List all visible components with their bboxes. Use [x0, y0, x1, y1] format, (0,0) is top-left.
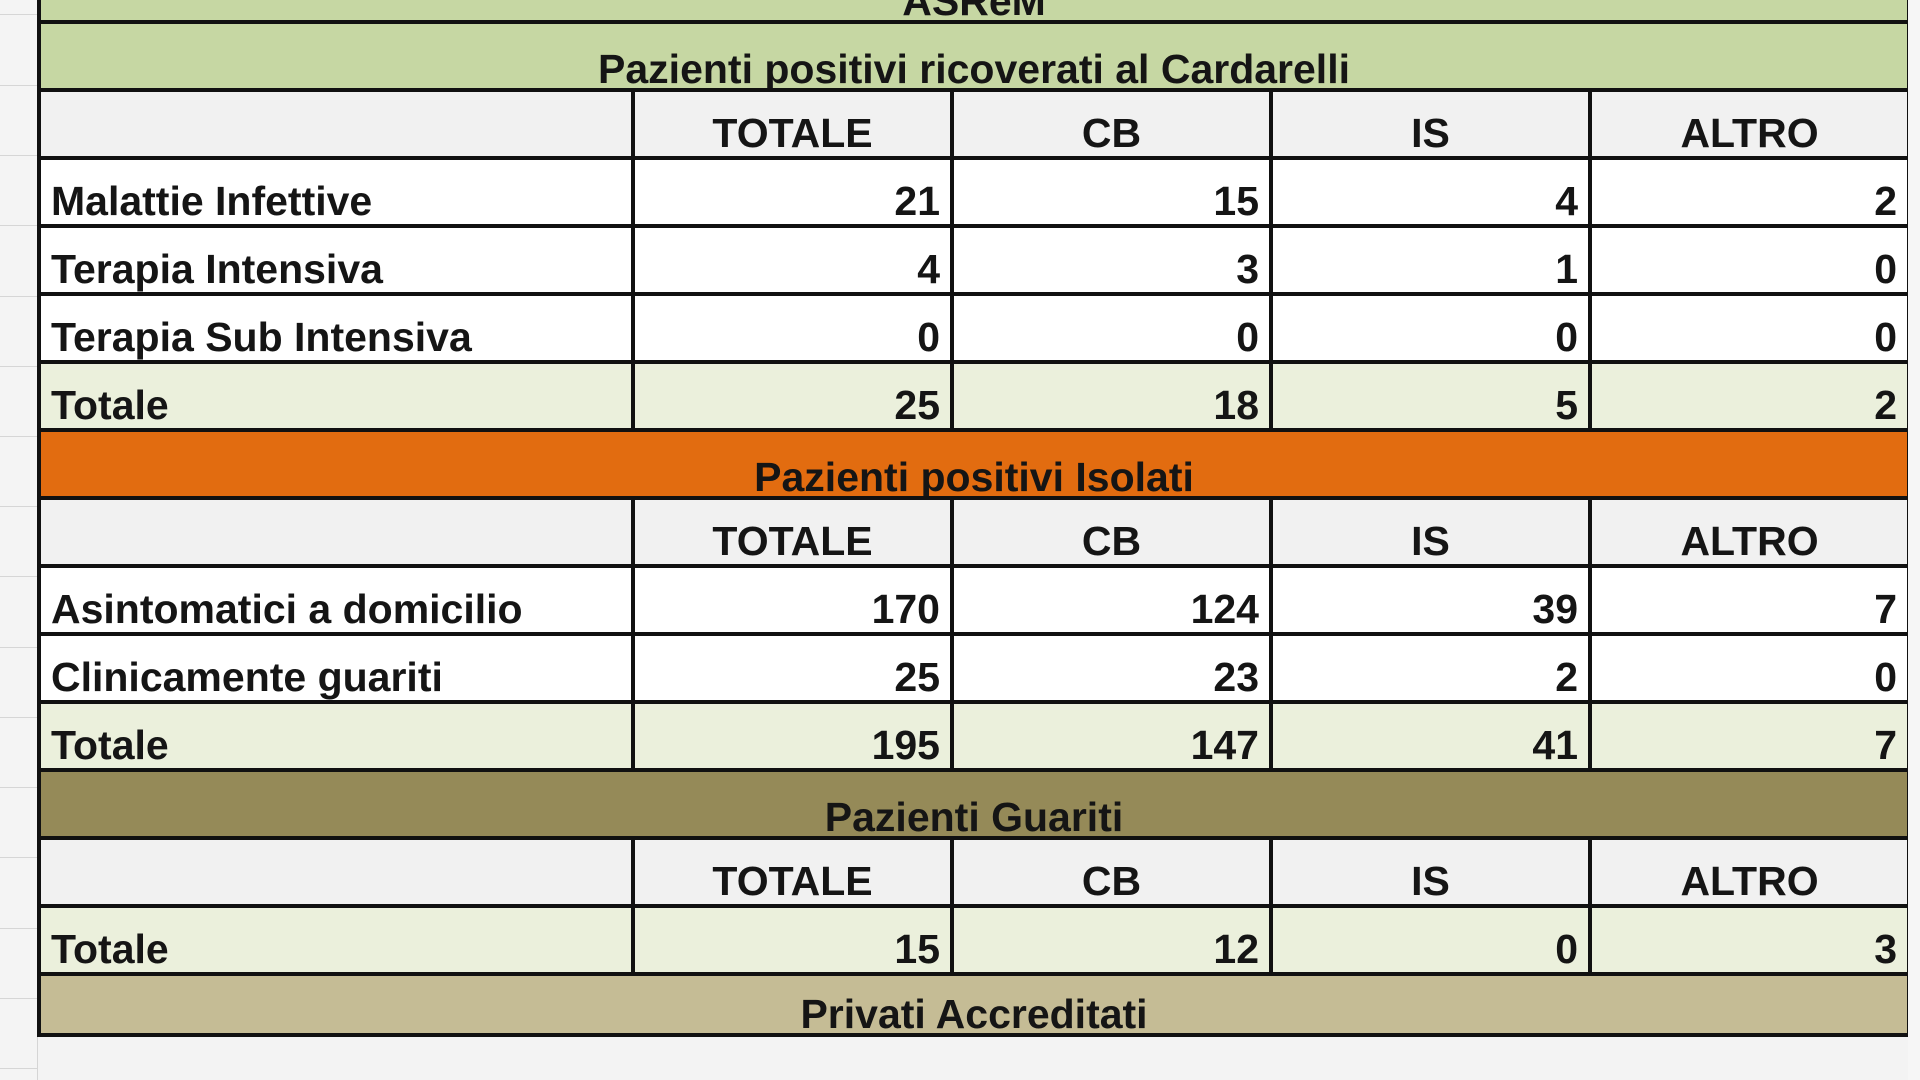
cell-totale: 170	[631, 564, 954, 636]
table-row: Malattie Infettive 21 15 4 2	[37, 156, 1912, 228]
table-row: Terapia Intensiva 4 3 1 0	[37, 224, 1912, 296]
col-header-totale: TOTALE	[631, 836, 954, 908]
total-totale: 15	[631, 904, 954, 976]
row-label: Clinicamente guariti	[37, 632, 635, 704]
cell-totale: 4	[631, 224, 954, 296]
cell-altro: 0	[1587, 224, 1912, 296]
cell-altro: 0	[1587, 632, 1912, 704]
total-totale: 195	[631, 700, 954, 772]
total-cb: 18	[950, 360, 1273, 432]
col-header-altro: ALTRO	[1587, 836, 1912, 908]
table-row: Asintomatici a domicilio 170 124 39 7	[37, 564, 1912, 636]
col-header-is: IS	[1269, 496, 1592, 568]
total-altro: 7	[1587, 700, 1912, 772]
section-title-isolati: Pazienti positivi Isolati	[36, 428, 1912, 500]
cell-cb: 0	[950, 292, 1273, 364]
cell-is: 0	[1269, 292, 1592, 364]
total-cb: 147	[950, 700, 1273, 772]
total-row: Totale 195 147 41 7	[37, 700, 1912, 772]
cell-altro: 0	[1587, 292, 1912, 364]
col-header-cb: CB	[950, 836, 1273, 908]
total-label: Totale	[37, 904, 635, 976]
row-header-gutter	[0, 0, 38, 1080]
total-row: Totale 15 12 0 3	[37, 904, 1912, 976]
cell-is: 39	[1269, 564, 1592, 636]
col-header-cb: CB	[950, 496, 1273, 568]
total-altro: 2	[1587, 360, 1912, 432]
header-blank-cell	[37, 88, 635, 160]
row-label: Malattie Infettive	[37, 156, 635, 228]
total-label: Totale	[37, 700, 635, 772]
cell-cb: 3	[950, 224, 1273, 296]
total-altro: 3	[1587, 904, 1912, 976]
total-cb: 12	[950, 904, 1273, 976]
section-title-privati: Privati Accreditati	[36, 972, 1912, 1037]
col-header-is: IS	[1269, 836, 1592, 908]
section-title-guariti: Pazienti Guariti	[36, 768, 1912, 840]
table-row: Terapia Sub Intensiva 0 0 0 0	[37, 292, 1912, 364]
table-row: Clinicamente guariti 25 23 2 0	[37, 632, 1912, 704]
row-label: Terapia Intensiva	[37, 224, 635, 296]
col-header-altro: ALTRO	[1587, 496, 1912, 568]
cell-is: 1	[1269, 224, 1592, 296]
total-totale: 25	[631, 360, 954, 432]
right-edge-strip	[1908, 0, 1920, 1080]
col-header-totale: TOTALE	[631, 88, 954, 160]
col-header-totale: TOTALE	[631, 496, 954, 568]
cell-totale: 21	[631, 156, 954, 228]
cell-cb: 15	[950, 156, 1273, 228]
header-blank-cell	[37, 836, 635, 908]
cell-cb: 23	[950, 632, 1273, 704]
total-is: 0	[1269, 904, 1592, 976]
cell-cb: 124	[950, 564, 1273, 636]
report-table: ASReM Pazienti positivi ricoverati al Ca…	[36, 0, 1912, 1037]
cell-altro: 2	[1587, 156, 1912, 228]
total-row: Totale 25 18 5 2	[37, 360, 1912, 432]
row-label: Asintomatici a domicilio	[37, 564, 635, 636]
cell-is: 2	[1269, 632, 1592, 704]
cell-totale: 25	[631, 632, 954, 704]
col-header-cb: CB	[950, 88, 1273, 160]
header-blank-cell	[37, 496, 635, 568]
cell-totale: 0	[631, 292, 954, 364]
section-title-ricoverati: Pazienti positivi ricoverati al Cardarel…	[36, 20, 1912, 92]
total-label: Totale	[37, 360, 635, 432]
cell-is: 4	[1269, 156, 1592, 228]
cell-altro: 7	[1587, 564, 1912, 636]
col-header-is: IS	[1269, 88, 1592, 160]
total-is: 41	[1269, 700, 1592, 772]
row-label: Terapia Sub Intensiva	[37, 292, 635, 364]
col-header-altro: ALTRO	[1587, 88, 1912, 160]
header-partial: ASReM	[36, 0, 1912, 24]
total-is: 5	[1269, 360, 1592, 432]
